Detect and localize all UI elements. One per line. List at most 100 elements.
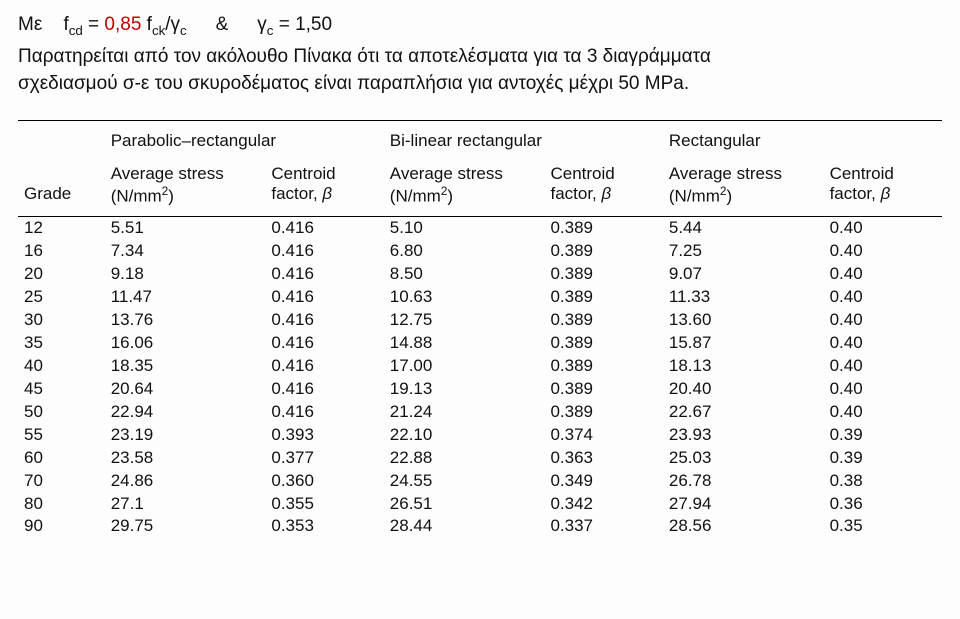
table-row: 6023.580.37722.880.36325.030.39 (18, 447, 942, 470)
cell-value: 0.416 (265, 332, 383, 355)
table-row: 8027.10.35526.510.34227.940.36 (18, 493, 942, 516)
cell-value: 0.363 (544, 447, 662, 470)
hdr-avg-unit: (N/mm2) (669, 184, 818, 207)
intro-text: Με fcd = 0,85 fck/γc & γc = 1,50 Παρατηρ… (18, 12, 942, 98)
cell-value: 0.40 (824, 355, 942, 378)
cell-value: 0.40 (824, 401, 942, 424)
cell-value: 0.389 (544, 309, 662, 332)
table-body: 125.510.4165.100.3895.440.40167.340.4166… (18, 217, 942, 539)
cell-grade: 30 (18, 309, 105, 332)
cell-value: 5.44 (663, 217, 824, 240)
table-row: 9029.750.35328.440.33728.560.35 (18, 515, 942, 538)
cell-value: 5.10 (384, 217, 545, 240)
cell-value: 21.24 (384, 401, 545, 424)
cell-value: 0.39 (824, 447, 942, 470)
cell-value: 14.88 (384, 332, 545, 355)
formula-val-red: 0,85 (104, 14, 141, 35)
table-row: 167.340.4166.800.3897.250.40 (18, 240, 942, 263)
cell-value: 28.44 (384, 515, 545, 538)
formula-2: γc = 1,50 (257, 14, 332, 35)
cell-value: 20.64 (105, 378, 266, 401)
table-row: 4018.350.41617.000.38918.130.40 (18, 355, 942, 378)
hdr-grade: Grade (18, 163, 105, 217)
cell-value: 18.13 (663, 355, 824, 378)
cell-value: 25.03 (663, 447, 824, 470)
cell-value: 0.389 (544, 378, 662, 401)
cell-value: 11.47 (105, 286, 266, 309)
table-row: 4520.640.41619.130.38920.400.40 (18, 378, 942, 401)
cell-value: 23.19 (105, 424, 266, 447)
cell-grade: 50 (18, 401, 105, 424)
cell-value: 0.416 (265, 355, 383, 378)
table-row: 209.180.4168.500.3899.070.40 (18, 263, 942, 286)
cell-value: 11.33 (663, 286, 824, 309)
hdr-cent-3: Centroid factor, β (824, 163, 942, 217)
hdr-avg-label: Average stress (669, 164, 818, 184)
cell-value: 26.78 (663, 470, 824, 493)
cell-value: 0.39 (824, 424, 942, 447)
cell-value: 0.349 (544, 470, 662, 493)
cell-value: 26.51 (384, 493, 545, 516)
cell-value: 0.40 (824, 332, 942, 355)
cell-value: 0.40 (824, 309, 942, 332)
formula-rhs: fck/γc (141, 14, 186, 35)
hdr-avg-label: Average stress (390, 164, 539, 184)
cell-value: 9.18 (105, 263, 266, 286)
group-parabolic: Parabolic–rectangular (105, 120, 384, 163)
hdr-cent-label: Centroid (550, 164, 656, 184)
hdr-cent-2: Centroid factor, β (544, 163, 662, 217)
cell-value: 12.75 (384, 309, 545, 332)
cell-value: 0.416 (265, 240, 383, 263)
cell-value: 0.40 (824, 378, 942, 401)
cell-value: 28.56 (663, 515, 824, 538)
cell-value: 7.25 (663, 240, 824, 263)
cell-value: 0.416 (265, 217, 383, 240)
cell-value: 0.40 (824, 286, 942, 309)
group-blank (18, 120, 105, 163)
cell-value: 0.36 (824, 493, 942, 516)
cell-value: 13.76 (105, 309, 266, 332)
intro-line-2: Παρατηρείται από τον ακόλουθο Πίνακα ότι… (18, 44, 942, 71)
hdr-grade-label: Grade (24, 184, 99, 204)
cell-value: 0.40 (824, 217, 942, 240)
cell-value: 23.58 (105, 447, 266, 470)
cell-value: 19.13 (384, 378, 545, 401)
cell-value: 0.374 (544, 424, 662, 447)
cell-value: 22.94 (105, 401, 266, 424)
hdr-avg-label: Average stress (111, 164, 260, 184)
hdr-avg-1: Average stress (N/mm2) (105, 163, 266, 217)
cell-value: 0.360 (265, 470, 383, 493)
hdr-cent-beta: factor, β (271, 184, 377, 204)
cell-value: 17.00 (384, 355, 545, 378)
cell-value: 0.38 (824, 470, 942, 493)
table-group-header-row: Parabolic–rectangular Bi-linear rectangu… (18, 120, 942, 163)
cell-value: 0.389 (544, 332, 662, 355)
cell-value: 6.80 (384, 240, 545, 263)
hdr-avg-unit: (N/mm2) (111, 184, 260, 207)
cell-grade: 20 (18, 263, 105, 286)
cell-value: 0.40 (824, 240, 942, 263)
hdr-cent-beta: factor, β (550, 184, 656, 204)
cell-value: 7.34 (105, 240, 266, 263)
cell-value: 23.93 (663, 424, 824, 447)
cell-value: 0.355 (265, 493, 383, 516)
table-row: 3516.060.41614.880.38915.870.40 (18, 332, 942, 355)
cell-value: 0.416 (265, 401, 383, 424)
intro-line-3: σχεδιασμού σ-ε του σκυροδέματος είναι πα… (18, 71, 942, 98)
ampersand: & (192, 12, 252, 39)
cell-value: 9.07 (663, 263, 824, 286)
cell-grade: 25 (18, 286, 105, 309)
cell-grade: 16 (18, 240, 105, 263)
cell-value: 15.87 (663, 332, 824, 355)
hdr-avg-3: Average stress (N/mm2) (663, 163, 824, 217)
cell-grade: 70 (18, 470, 105, 493)
cell-value: 0.416 (265, 263, 383, 286)
cell-value: 0.389 (544, 217, 662, 240)
cell-grade: 45 (18, 378, 105, 401)
cell-value: 0.353 (265, 515, 383, 538)
intro-prefix: Με (18, 14, 42, 35)
table-sub-header-row: Grade Average stress (N/mm2) Centroid fa… (18, 163, 942, 217)
cell-value: 22.67 (663, 401, 824, 424)
cell-grade: 35 (18, 332, 105, 355)
cell-value: 0.393 (265, 424, 383, 447)
